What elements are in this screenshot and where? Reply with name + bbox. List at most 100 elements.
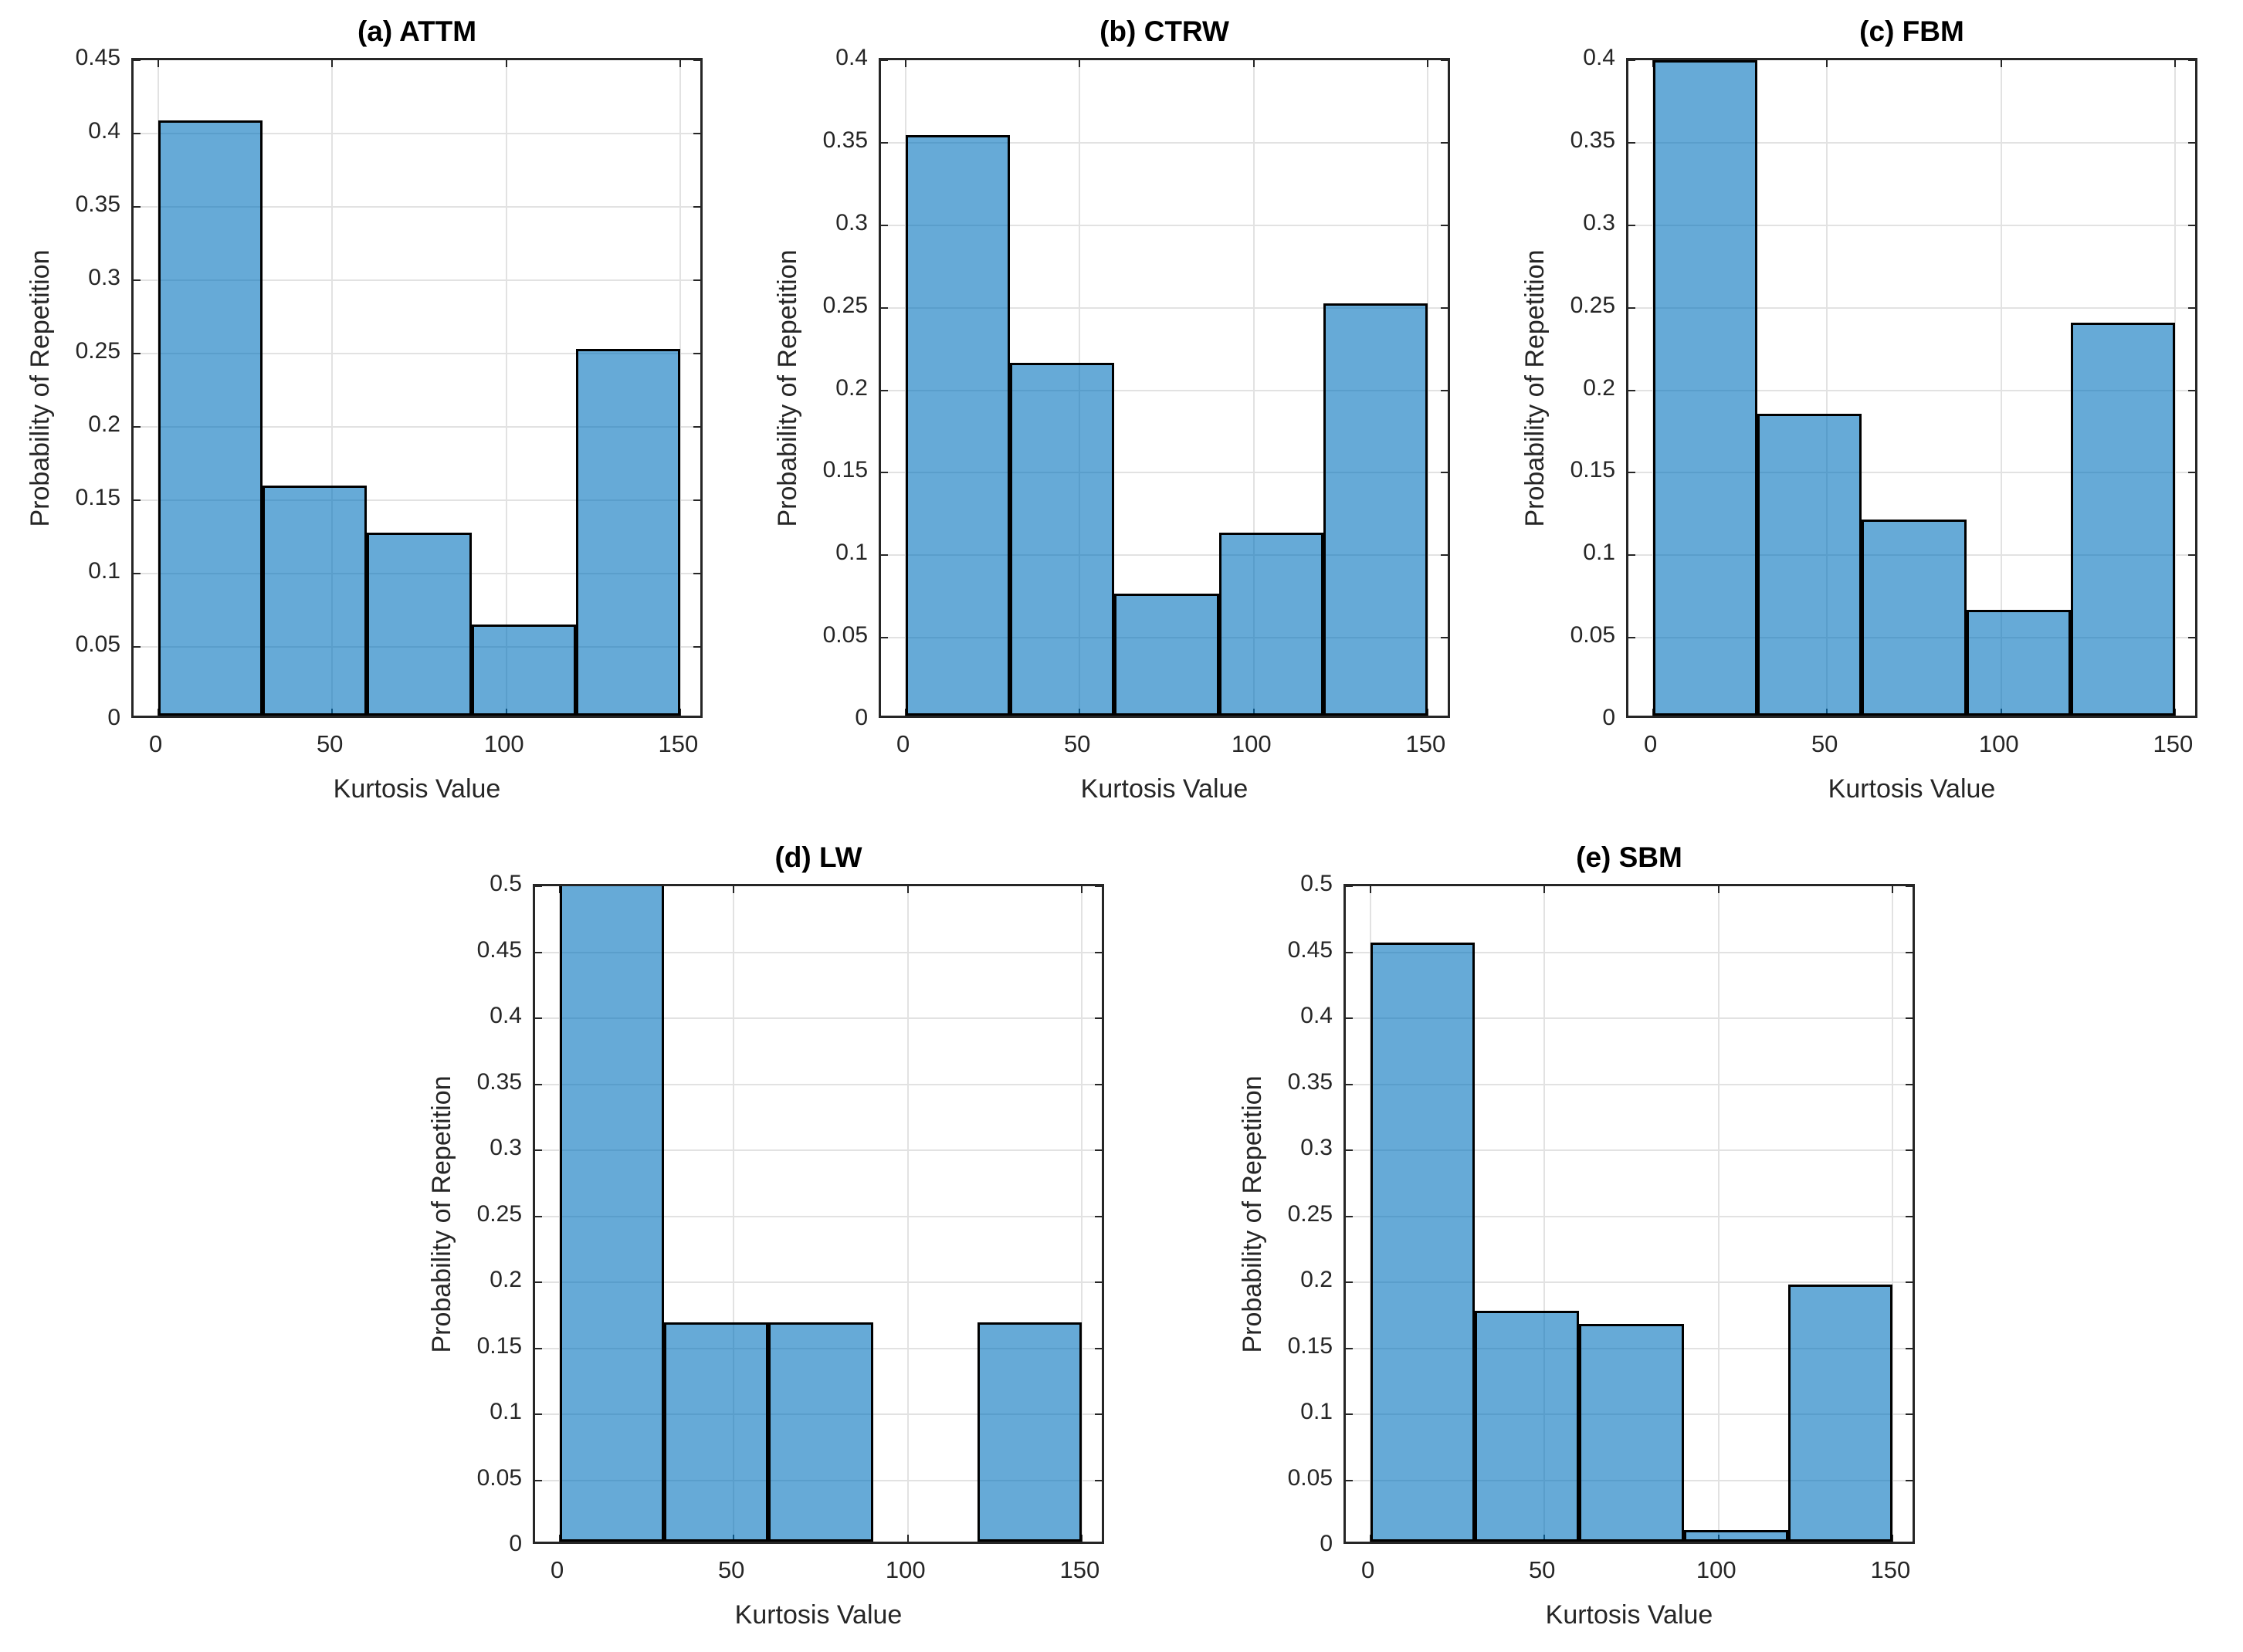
y-tick-label: 0.25 [822, 292, 868, 318]
y-tick-mark [2188, 224, 2195, 226]
y-tick-mark [2188, 141, 2195, 144]
y-tick-mark [535, 1083, 542, 1085]
y-tick-label: 0.5 [1300, 871, 1333, 896]
y-tick-label: 0.4 [88, 118, 120, 144]
y-tick-mark [535, 1479, 542, 1481]
y-tick-mark [134, 353, 141, 354]
grid-line-horizontal [1628, 306, 2195, 309]
grid-line-horizontal [134, 133, 700, 134]
grid-line-vertical [1252, 60, 1255, 716]
grid-line-horizontal [134, 206, 700, 208]
y-axis-label: Probability of Repetition [1520, 249, 1550, 527]
y-tick-mark [1095, 1281, 1102, 1283]
x-tick-label: 50 [316, 730, 344, 757]
y-tick-label: 0.1 [1583, 540, 1615, 566]
y-tick-mark [1441, 224, 1448, 226]
x-tick-mark [2174, 60, 2177, 67]
y-tick-label: 0.05 [1287, 1464, 1333, 1491]
y-tick-mark [693, 279, 700, 281]
x-tick-label: 0 [1643, 730, 1658, 757]
y-axis-label: Probability of Repetition [1238, 1075, 1267, 1353]
x-tick-label: 50 [1528, 1556, 1556, 1583]
y-tick-mark [1906, 886, 1913, 887]
y-tick-mark [1095, 886, 1102, 887]
histogram-bar [1683, 1529, 1789, 1542]
histogram-bar [576, 349, 681, 716]
y-tick-mark [1906, 951, 1913, 953]
y-tick-mark [535, 1017, 542, 1019]
y-tick-mark [1346, 1479, 1353, 1481]
chart-title: (c) FBM [1859, 15, 1964, 47]
y-tick-mark [881, 637, 888, 639]
plot-area [1343, 884, 1915, 1544]
y-tick-mark [2188, 472, 2195, 474]
x-tick-mark [2174, 709, 2177, 716]
y-tick-label: 0.4 [1300, 1003, 1333, 1028]
x-tick-mark [1369, 886, 1371, 893]
chart-title: (e) SBM [1576, 841, 1682, 873]
y-tick-mark [693, 646, 700, 648]
plot-area [533, 884, 1104, 1544]
y-tick-mark [1095, 1215, 1102, 1217]
y-tick-label: 0.1 [88, 558, 120, 584]
y-tick-label: 0 [855, 705, 868, 730]
y-axis-label: Probability of Repetition [427, 1075, 456, 1353]
x-tick-mark [2000, 60, 2002, 67]
y-tick-mark [2188, 60, 2195, 61]
y-tick-mark [1628, 637, 1635, 639]
y-tick-label: 0.3 [490, 1135, 522, 1160]
histogram-bar [1475, 1310, 1580, 1542]
y-tick-mark [1628, 554, 1635, 557]
x-tick-mark [1892, 886, 1894, 893]
histogram-bar [664, 1322, 769, 1542]
y-tick-mark [1346, 1149, 1353, 1151]
grid-line-horizontal [881, 554, 1448, 557]
y-tick-mark [1441, 472, 1448, 474]
y-tick-label: 0.35 [1570, 127, 1615, 153]
subplot-b-ctrw: (b) CTRW 0 0.05 0.1 0.15 0.2 0.25 0.3 0.35 0.4 0 50… [747, 0, 1495, 826]
y-tick-mark [693, 426, 700, 428]
grid-line-vertical [1427, 60, 1429, 716]
y-tick-mark [535, 951, 542, 953]
histogram-bar [559, 886, 664, 1542]
histogram-bar [158, 120, 263, 716]
x-tick-label: 50 [717, 1556, 745, 1583]
y-tick-mark [881, 224, 888, 226]
grid-line-horizontal [535, 1281, 1102, 1283]
subplot-e-sbm: (e) SBM 0 0.05 0.1 0.15 0.2 0.25 0.3 0.35 0.4 0.45… [1212, 826, 1960, 1652]
plot-area [131, 58, 703, 718]
y-tick-label: 0.15 [1287, 1332, 1333, 1359]
y-tick-mark [693, 353, 700, 354]
y-tick-label: 0.2 [1583, 374, 1615, 401]
y-tick-mark [1441, 389, 1448, 391]
y-tick-mark [881, 554, 888, 557]
grid-line-vertical [1892, 886, 1894, 1542]
x-tick-mark [1543, 886, 1546, 893]
x-tick-mark [1892, 1535, 1894, 1542]
y-tick-mark [1441, 60, 1448, 61]
y-tick-mark [1095, 1083, 1102, 1085]
x-tick-mark [1427, 60, 1429, 67]
y-tick-mark [1628, 141, 1635, 144]
histogram-bar [978, 1322, 1083, 1542]
x-tick-label: 150 [2153, 730, 2194, 757]
x-tick-mark [157, 60, 159, 67]
subplot-a-attm: (a) ATTM 0 0.05 0.1 0.15 0.2 0.25 0.3 0.35 0.4 0.4… [0, 0, 747, 826]
x-tick-label: 100 [885, 1556, 926, 1583]
y-tick-mark [535, 1281, 542, 1283]
y-tick-mark [1906, 1479, 1913, 1481]
y-tick-mark [1346, 1215, 1353, 1217]
histogram-bar [1862, 519, 1967, 716]
x-tick-label: 0 [896, 730, 910, 757]
grid-line-horizontal [535, 1017, 1102, 1019]
y-tick-mark [1628, 389, 1635, 391]
subplot-d-lw: (d) LW 0 0.05 0.1 0.15 0.2 0.25 0.3 0.35 0.4 0.45 0… [402, 826, 1149, 1652]
y-tick-label: 0.45 [476, 936, 522, 963]
y-tick-label: 0.05 [75, 631, 120, 657]
histogram-bar [1370, 942, 1475, 1542]
y-tick-mark [1346, 1017, 1353, 1019]
grid-line-horizontal [134, 426, 700, 428]
grid-line-horizontal [1346, 1281, 1913, 1283]
y-tick-mark [134, 646, 141, 648]
x-axis-label: Kurtosis Value [734, 1600, 903, 1630]
